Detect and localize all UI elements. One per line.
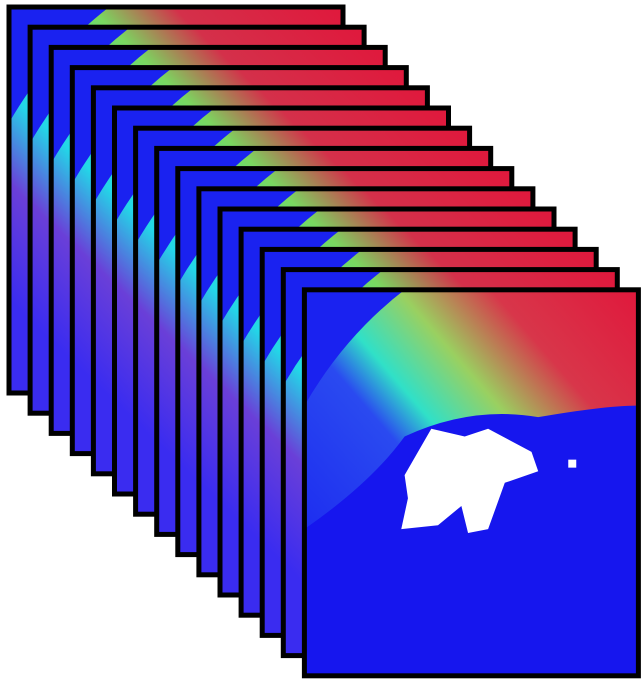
heatmap-frame	[304, 290, 638, 676]
white-spot	[568, 460, 576, 468]
page: (() => { JSON.parse(document.getElementB…	[0, 0, 642, 680]
frame-stack	[0, 0, 642, 680]
